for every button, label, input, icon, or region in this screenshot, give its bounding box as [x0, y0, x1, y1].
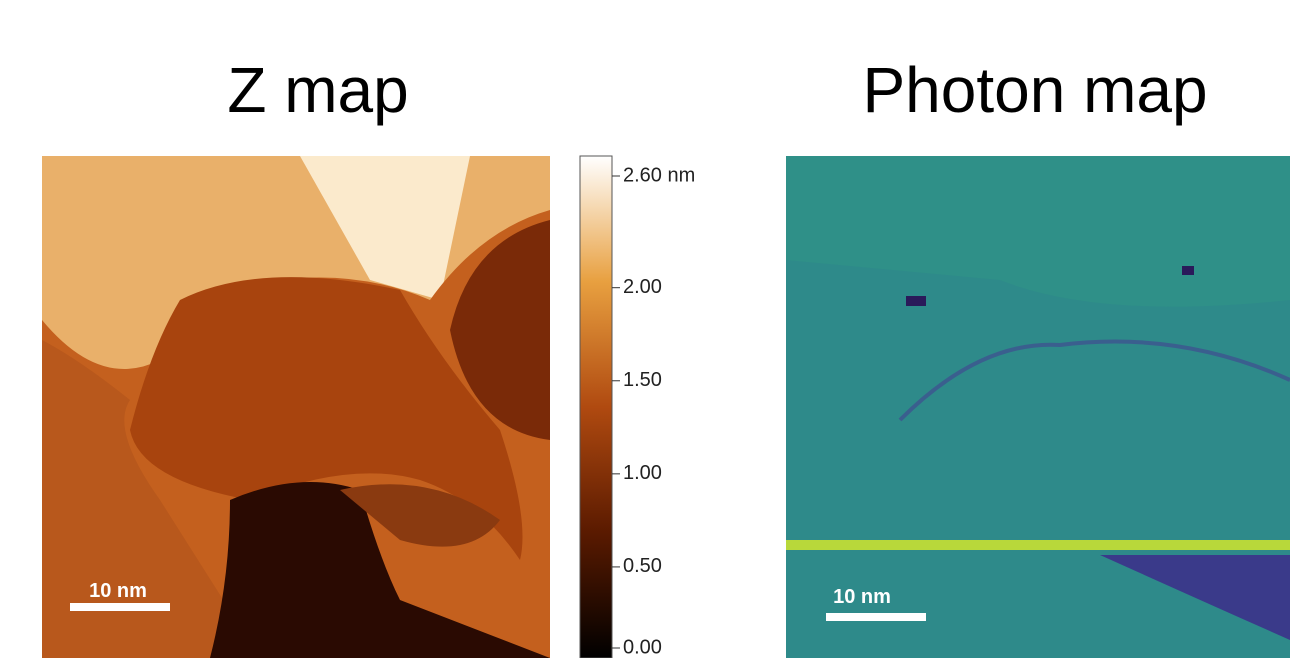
panel-title: Z map [227, 54, 408, 126]
colorbar-tick-label: 0.00 [623, 636, 662, 658]
scale-bar-label: 10 nm [833, 586, 891, 608]
colorbar-tick-label: 1.00 [623, 462, 662, 484]
scale-bar-label: 10 nm [89, 580, 147, 602]
colorbar-tick-label: 2.60 nm [623, 164, 695, 186]
z-map-image [42, 156, 550, 658]
panel-title: Photon map [862, 54, 1207, 126]
colorbar-tick-label: 0.50 [623, 555, 662, 577]
colorbar-tick-label: 1.50 [623, 369, 662, 391]
photon-map-image [786, 156, 1290, 658]
scale-bar [70, 603, 170, 611]
colorbar-tick-label: 2.00 [623, 276, 662, 298]
scale-bar [826, 613, 926, 621]
colorbar [579, 155, 613, 658]
